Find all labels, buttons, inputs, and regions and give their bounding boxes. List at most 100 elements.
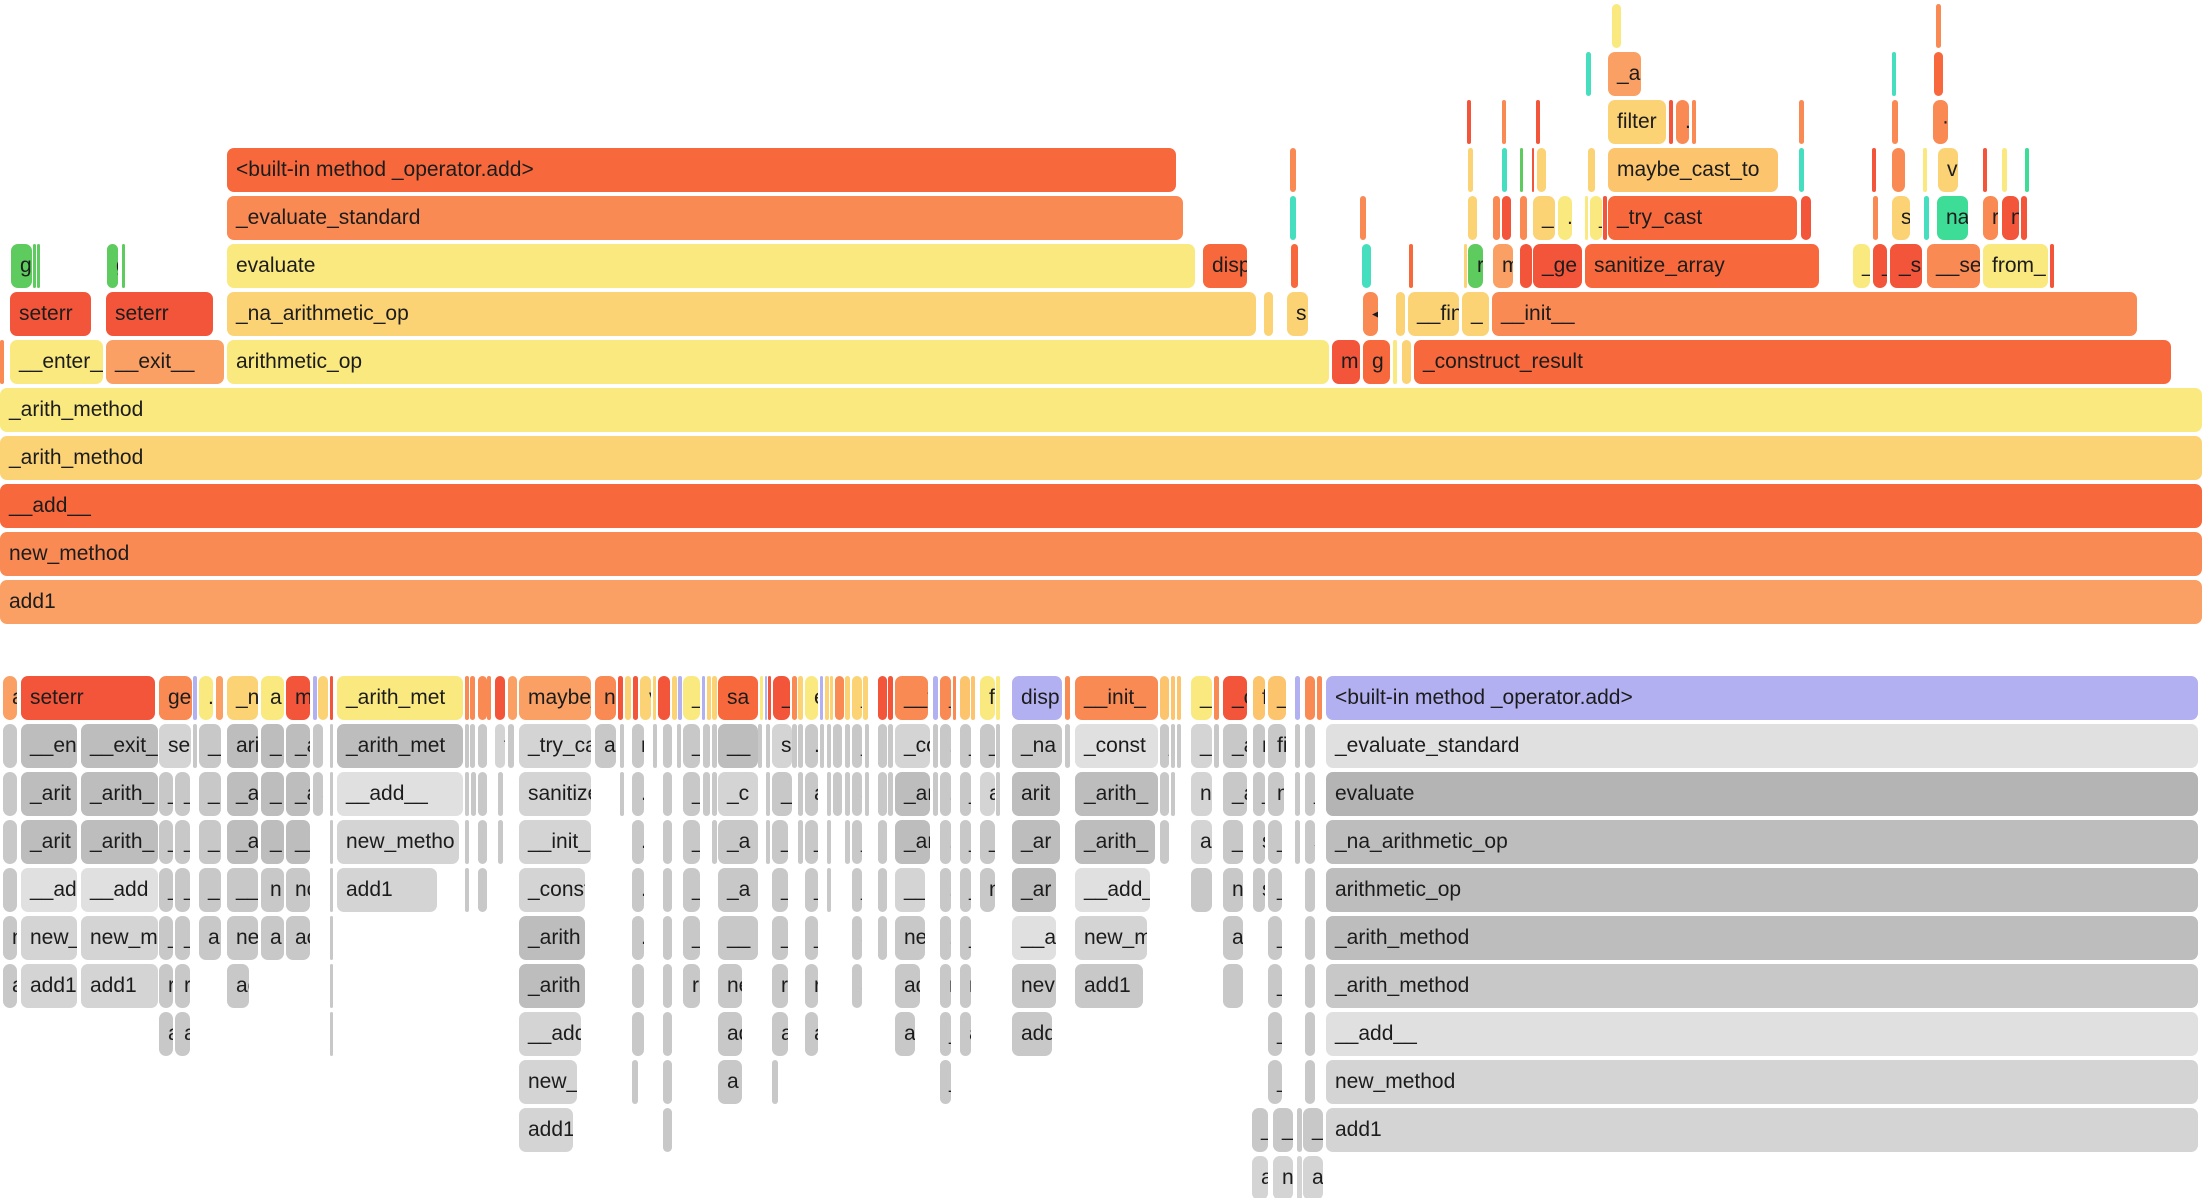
frame-sliver[interactable]: . [940, 916, 951, 960]
frame-sliver[interactable] [216, 676, 223, 720]
frame-new_method[interactable]: new_method [0, 532, 2202, 576]
frame-sliver[interactable] [703, 772, 710, 816]
frame-sliver[interactable] [318, 676, 328, 720]
frame-sliver[interactable] [712, 772, 717, 816]
frame-evaluate[interactable]: evaluate [1326, 772, 2198, 816]
frame-add1[interactable]: add1 [337, 868, 437, 912]
frame-sliver[interactable] [330, 916, 333, 960]
frame-sliver[interactable] [1297, 1156, 1302, 1198]
frame-sliver[interactable] [663, 1108, 672, 1152]
frame-sliver[interactable] [1467, 100, 1471, 144]
frame-new_method[interactable]: new_method [1326, 1060, 2198, 1104]
frame-sliver[interactable] [3, 772, 17, 816]
frame-sliver[interactable] [330, 772, 333, 816]
frame-sliver[interactable] [625, 676, 631, 720]
frame-_a[interactable]: _a [718, 868, 758, 912]
frame-ac[interactable]: ac [286, 916, 310, 960]
frame-sliver[interactable] [478, 772, 487, 816]
frame-add1[interactable]: add1 [1075, 964, 1143, 1008]
frame-_[interactable]: _ [1191, 676, 1212, 720]
frame-sliver[interactable]: . [1305, 1060, 1315, 1104]
frame-sliver[interactable] [1493, 196, 1500, 240]
frame-sliver[interactable] [498, 820, 503, 864]
frame-s[interactable]: s [772, 724, 792, 768]
frame-a[interactable]: a [895, 1012, 915, 1056]
frame-sliver[interactable] [620, 772, 624, 816]
frame-_[interactable]: _ [261, 724, 284, 768]
frame-_[interactable]: _ [852, 676, 862, 720]
frame-_a[interactable]: _a [1608, 52, 1641, 96]
frame-ari[interactable]: ari [227, 724, 258, 768]
frame-__init_[interactable]: __init_ [1075, 676, 1158, 720]
frame-sliver[interactable] [707, 676, 711, 720]
frame-_[interactable]: _ [175, 820, 190, 864]
frame-seterr[interactable]: seterr [21, 676, 155, 720]
frame-a[interactable]: a [3, 676, 17, 720]
frame-_ge[interactable]: _ge [1533, 244, 1582, 288]
frame-sliver[interactable] [470, 724, 475, 768]
frame-sliver[interactable]: . [632, 772, 644, 816]
frame-sliver[interactable] [1892, 100, 1898, 144]
frame-add1[interactable]: add1 [0, 580, 2202, 624]
frame-f[interactable]: f [495, 724, 505, 768]
frame-_a[interactable]: _a [1223, 772, 1247, 816]
frame-sliver[interactable] [798, 676, 803, 720]
frame-sliver[interactable] [1214, 724, 1219, 768]
frame-sanitize_array[interactable]: sanitize_array [1585, 244, 1819, 288]
frame-m[interactable]: m [286, 676, 310, 720]
frame-_arith_met[interactable]: _arith_met [337, 724, 463, 768]
frame-sliver[interactable] [122, 244, 125, 288]
frame-from_[interactable]: from_ [1983, 244, 2048, 288]
frame-s[interactable]: s [1287, 292, 1308, 336]
frame-sliver[interactable] [330, 820, 333, 864]
frame-sliver[interactable] [1924, 196, 1929, 240]
frame-a[interactable]: a [852, 772, 862, 816]
frame-sliver[interactable]: . [1305, 916, 1315, 960]
frame-sliver[interactable] [478, 820, 487, 864]
frame-_[interactable]: _ [1305, 772, 1315, 816]
frame-selected-sliver[interactable] [678, 676, 682, 720]
frame-sliver[interactable] [465, 868, 469, 912]
frame-sliver[interactable] [758, 724, 762, 768]
frame-_a[interactable]: _a [286, 772, 310, 816]
frame-add[interactable]: add [1012, 1012, 1052, 1056]
frame-_[interactable]: _ [1273, 1108, 1293, 1152]
frame-sliver[interactable] [465, 676, 469, 720]
frame-r[interactable]: r [683, 964, 700, 1008]
frame-sliver[interactable] [827, 868, 831, 912]
frame-sliver[interactable] [330, 1012, 333, 1056]
frame-sliver[interactable] [888, 676, 893, 720]
frame-_arit[interactable]: _arit [21, 772, 77, 816]
frame-sliver[interactable] [1872, 148, 1876, 192]
frame-sliver[interactable] [1612, 4, 1621, 48]
frame-m[interactable]: m [1268, 772, 1284, 816]
frame-sliver[interactable] [768, 676, 771, 720]
frame-ne[interactable]: ne [227, 916, 258, 960]
frame-g[interactable]: g [11, 244, 32, 288]
frame-ad[interactable]: ad [718, 1012, 742, 1056]
frame-__add__[interactable]: __add__ [337, 772, 463, 816]
frame-_[interactable]: _ [175, 868, 190, 912]
frame-va[interactable]: va [1938, 148, 1958, 192]
frame-v[interactable]: v [640, 676, 651, 720]
frame-_[interactable]: _ [159, 916, 173, 960]
frame-__add[interactable]: __add [519, 1012, 581, 1056]
frame-sliver[interactable] [845, 676, 850, 720]
frame-sliver[interactable] [330, 724, 333, 768]
frame-sliver[interactable] [772, 1060, 778, 1104]
frame-__a[interactable]: __a [1012, 916, 1056, 960]
frame-_[interactable]: _ [960, 868, 971, 912]
frame-arit[interactable]: arit [1012, 772, 1060, 816]
frame-r[interactable]: r [313, 724, 323, 768]
frame-e[interactable]: e [805, 676, 818, 720]
frame-disp[interactable]: disp [1203, 244, 1247, 288]
frame-__init__[interactable]: __init__ [1492, 292, 2137, 336]
frame-sliver[interactable] [465, 820, 469, 864]
frame-sliver[interactable]: . [508, 676, 517, 720]
frame-n[interactable]: n [3, 916, 17, 960]
frame-sliver[interactable] [827, 724, 831, 768]
frame-new_metho[interactable]: new_metho [337, 820, 459, 864]
frame-se[interactable]: se [159, 724, 191, 768]
frame-__add__[interactable]: __add__ [1326, 1012, 2198, 1056]
frame-n[interactable]: n [940, 964, 951, 1008]
